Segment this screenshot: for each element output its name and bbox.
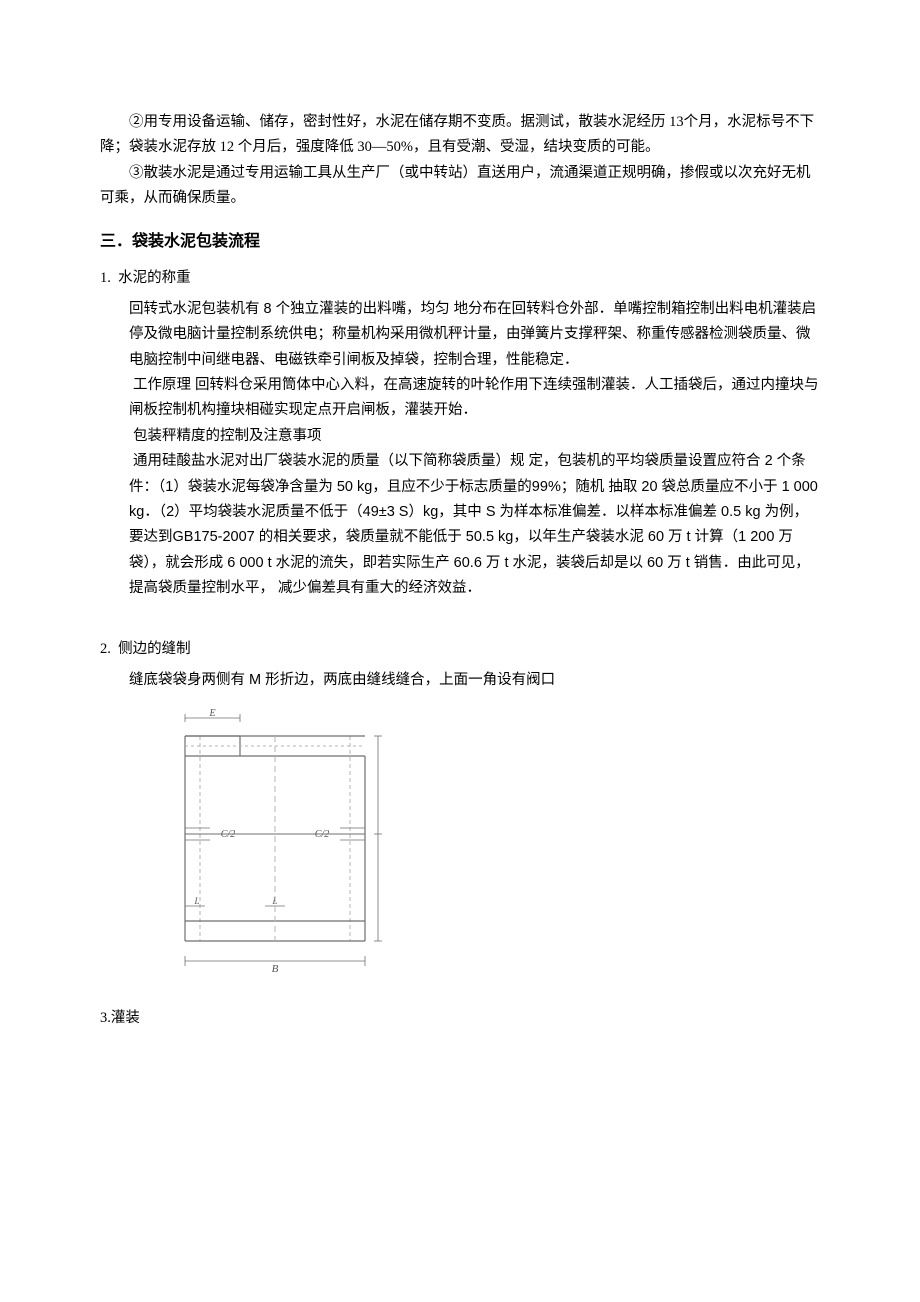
bag-diagram: C/2C/2LLBE — [140, 706, 820, 976]
subitem-2-title: 2. 侧边的缝制 — [100, 637, 820, 662]
s1-p2: 工作原理 回转料仓采用筒体中心入料，在高速旋转的叶轮作用下连续强制灌装．人工插袋… — [129, 373, 820, 424]
subitem-1-body: 回转式水泥包装机有 8 个独立灌装的出料嘴，均匀 地分布在回转料仓外部．单嘴控制… — [129, 297, 820, 602]
subitem-3-title: 3.灌装 — [100, 1006, 820, 1031]
svg-text:B: B — [272, 963, 279, 975]
svg-text:C/2: C/2 — [221, 829, 235, 840]
s2-p1: 缝底袋袋身两侧有 M 形折边，两底由缝线缝合，上面一角设有阀口 — [129, 668, 820, 693]
document-page: ②用专用设备运输、储存，密封性好，水泥在储存期不变质。据测试，散装水泥经历 13… — [0, 0, 920, 1302]
svg-text:C/2: C/2 — [315, 829, 329, 840]
subitem-2-body: 缝底袋袋身两侧有 M 形折边，两底由缝线缝合，上面一角设有阀口 — [129, 668, 820, 693]
s1-p4: 通用硅酸盐水泥对出厂袋装水泥的质量（以下简称袋质量）规 定，包装机的平均袋质量设… — [129, 449, 820, 601]
s1-p3: 包装秤精度的控制及注意事项 — [129, 424, 820, 449]
subitem-1-title: 1. 水泥的称重 — [100, 266, 820, 291]
s1-p1: 回转式水泥包装机有 8 个独立灌装的出料嘴，均匀 地分布在回转料仓外部．单嘴控制… — [129, 297, 820, 373]
svg-text:E: E — [208, 708, 215, 719]
section-heading-3: 三．袋装水泥包装流程 — [100, 228, 820, 256]
paragraph-3: ③散装水泥是通过专用运输工具从生产厂（或中转站）直送用户，流通渠道正规明确，掺假… — [100, 161, 820, 212]
svg-text:L: L — [193, 896, 199, 906]
paragraph-2: ②用专用设备运输、储存，密封性好，水泥在储存期不变质。据测试，散装水泥经历 13… — [100, 110, 820, 161]
